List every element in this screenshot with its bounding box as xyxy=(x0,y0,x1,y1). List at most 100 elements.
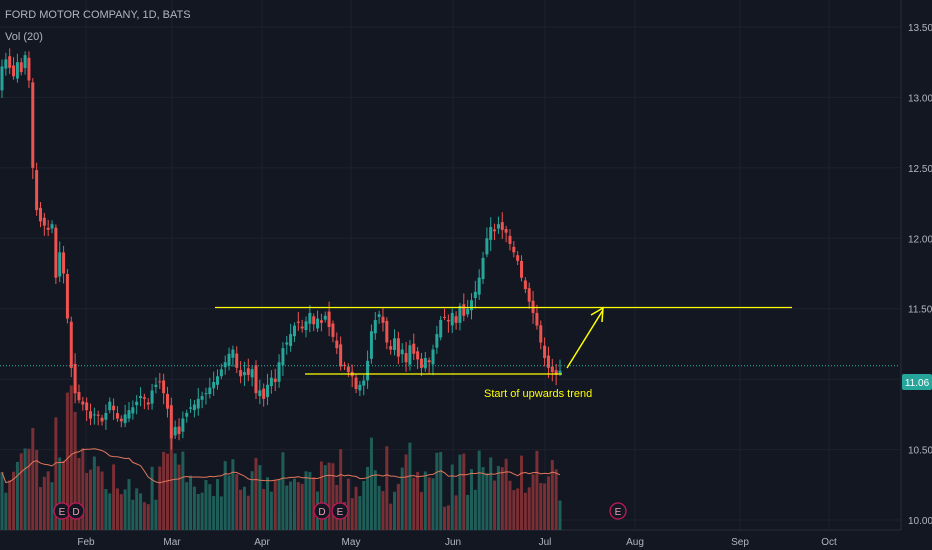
candle-body xyxy=(331,323,335,337)
volume-bar xyxy=(289,481,293,530)
volume-bar xyxy=(339,449,343,530)
candle-body xyxy=(85,402,89,411)
event-marker-circle[interactable] xyxy=(313,502,331,520)
volume-bar xyxy=(308,472,312,530)
volume-bar xyxy=(393,491,397,530)
volume-bar xyxy=(181,451,185,530)
trend-annotation-label: Start of upwards trend xyxy=(484,388,592,400)
time-tick-label: Oct xyxy=(821,537,837,548)
candle-body xyxy=(219,369,223,377)
volume-bar xyxy=(450,464,454,530)
volume-bar xyxy=(177,464,181,530)
candle-body xyxy=(443,316,447,318)
candle-body xyxy=(393,338,397,350)
time-axis[interactable]: Feb Mar Apr May Jun Jul Aug Sep Oct xyxy=(77,537,837,548)
candle-body xyxy=(396,338,400,357)
candle-body xyxy=(119,418,123,422)
candle-body xyxy=(546,355,550,368)
time-tick-label: Jun xyxy=(445,537,461,548)
candle-body xyxy=(35,170,39,211)
volume-bar xyxy=(281,452,285,530)
candle-body xyxy=(373,319,377,334)
candle-body xyxy=(435,334,439,348)
volume-bar xyxy=(416,471,420,530)
candle-body xyxy=(212,381,216,389)
candle-body xyxy=(258,390,262,397)
time-tick-label: Aug xyxy=(626,537,644,548)
volume-bar xyxy=(408,442,412,530)
volume-bar xyxy=(458,454,462,530)
candle-body xyxy=(292,325,296,337)
volume-bar xyxy=(554,469,558,530)
candle-body xyxy=(62,252,66,274)
volume-bar xyxy=(462,453,466,530)
candle-body xyxy=(223,362,227,368)
volume-bar xyxy=(92,456,96,530)
volume-bar xyxy=(196,494,200,530)
volume-bar xyxy=(242,486,246,530)
price-tick-label: 11.50 xyxy=(908,305,932,316)
volume-bar xyxy=(27,448,31,530)
volume-bar xyxy=(373,470,377,530)
candle-body xyxy=(4,59,8,69)
volume-bar xyxy=(439,452,443,530)
volume-bar xyxy=(496,465,500,530)
candle-body xyxy=(308,312,312,324)
volume-bar xyxy=(277,479,281,530)
candle-body xyxy=(416,351,420,360)
candle-body xyxy=(108,401,112,411)
candlestick-series xyxy=(0,48,562,450)
volume-bar xyxy=(262,489,266,530)
volume-bar xyxy=(269,491,273,530)
candle-body xyxy=(162,380,166,394)
volume-bar xyxy=(443,506,447,530)
symbol-title[interactable]: FORD MOTOR COMPANY, 1D, BATS xyxy=(5,9,191,21)
event-marker-label: E xyxy=(615,507,622,518)
candle-body xyxy=(185,412,189,417)
candle-body xyxy=(89,411,93,419)
volume-bar xyxy=(323,465,327,530)
volume-bar xyxy=(477,450,481,530)
volume-bar xyxy=(258,465,262,530)
event-marker-circle[interactable] xyxy=(67,502,85,520)
candle-body xyxy=(496,224,500,229)
volume-bar xyxy=(189,475,193,530)
candle-body xyxy=(312,316,316,325)
candle-body xyxy=(316,318,320,329)
candle-body xyxy=(369,331,373,359)
volume-bar xyxy=(250,471,254,530)
volume-bar xyxy=(235,474,239,530)
volume-bar xyxy=(108,493,112,530)
candle-body xyxy=(165,393,169,409)
volume-bar xyxy=(100,471,104,530)
volume-bar xyxy=(50,482,54,530)
volume-bar xyxy=(412,477,416,530)
volume-bar xyxy=(96,466,100,530)
volume-bar xyxy=(427,477,431,530)
candle-body xyxy=(46,227,50,230)
candle-body xyxy=(254,365,258,394)
volume-bar xyxy=(19,453,23,530)
volume-bar xyxy=(385,446,389,530)
volume-indicator-label[interactable]: Vol (20) xyxy=(5,31,43,43)
candle-body xyxy=(481,258,485,280)
volume-bar xyxy=(227,475,231,530)
volume-bar xyxy=(454,495,458,530)
event-marker-circle[interactable] xyxy=(609,502,627,520)
event-marker-circle[interactable] xyxy=(331,502,349,520)
volume-bar xyxy=(142,502,146,530)
last-price-value: 11.06 xyxy=(905,378,930,389)
time-tick-label: Jul xyxy=(539,537,552,548)
volume-bar xyxy=(346,478,350,530)
candle-body xyxy=(346,366,350,373)
volume-bar xyxy=(350,498,354,530)
volume-bar xyxy=(285,485,289,530)
candle-body xyxy=(204,393,208,395)
trend-arrow-shaft[interactable] xyxy=(566,309,604,369)
candle-body xyxy=(516,255,520,261)
time-tick-label: Apr xyxy=(254,537,270,548)
candle-body xyxy=(139,396,143,399)
candle-body xyxy=(73,363,77,394)
